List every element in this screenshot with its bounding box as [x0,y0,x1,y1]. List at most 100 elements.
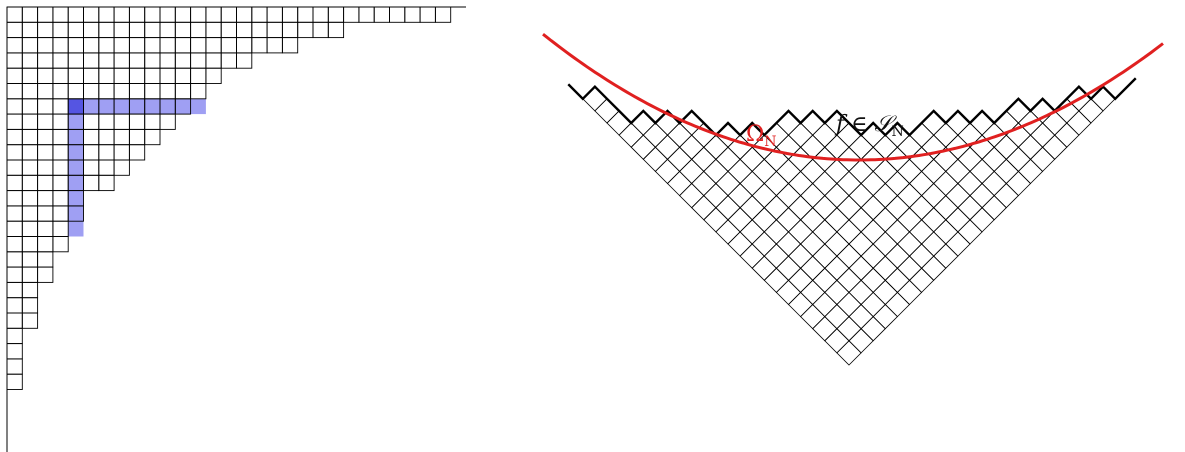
diagram-profile-line [567,77,1137,137]
diagram-cell [251,21,268,39]
rotated-cell [969,182,995,209]
rotated-cell [751,207,777,233]
rotated-cell [848,207,874,233]
diagram-cell [37,266,54,283]
rotated-cell [775,255,802,281]
rotated-cell [824,255,850,281]
diagram-cell [220,52,237,69]
diagram-cell [128,113,146,130]
rotated-cell [860,219,886,245]
diagram-cell [144,52,161,69]
diagram-cell [6,297,23,314]
hook-arm-cell [175,98,191,115]
diagram-cell [281,21,299,39]
rotated-cell [945,231,971,257]
rotated-cell [787,219,814,245]
diagram-cell [83,21,100,39]
rotated-cell [775,110,802,136]
diagram-cell [159,83,176,100]
rotated-cell [872,279,898,306]
diagram-cell [6,281,23,299]
rotated-cell [848,255,874,281]
hook-arm-cell [98,98,115,115]
diagram-cell [113,6,130,23]
rotated-cell [860,267,886,293]
diagram-cell [6,190,23,207]
diagram-cell [52,113,69,130]
diagram-cell [52,220,69,237]
diagram-cell [128,67,146,84]
rotated-cell [715,219,741,245]
diagram-cell [52,190,69,207]
diagram-cell [404,6,421,23]
rotated-cell [969,110,995,136]
rotated-cell [945,207,971,233]
diagram-cell [83,159,100,176]
rotated-cell [836,219,862,245]
rotated-cell [872,182,898,209]
diagram-cell [98,174,115,192]
hook-leg-cell [68,160,84,176]
diagram-cell [98,159,115,176]
diagram-cell [419,6,436,23]
diagram-cell [6,373,23,390]
rotated-cell [957,219,983,245]
rotated-cell [884,219,911,245]
rotated-cell [824,158,850,185]
rotated-cell [933,195,959,221]
diagram-cell [67,21,84,39]
rotated-cell [921,182,947,209]
rotated-cell [739,146,765,172]
rotated-cell [715,195,741,221]
diagram-cell [6,98,23,115]
diagram-cell [113,52,130,69]
diagram-cell [6,266,23,283]
hook-leg-cell [68,190,84,206]
rotated-cell [594,98,620,124]
diagram-cell [236,52,253,69]
rotated-cell [787,195,814,221]
rotated-cell [666,170,693,197]
rotated-cell [908,243,935,269]
diagram-cell [37,159,54,176]
diagram-cell [205,37,222,54]
diagram-cell [37,67,54,84]
rotated-cell [691,146,717,172]
rotated-cell [812,316,838,342]
diagram-cell [297,6,314,23]
diagram-cell [174,98,192,115]
rotated-cell [957,146,983,172]
hook-arm-cell [114,98,130,115]
diagram-cell [21,52,39,69]
rotated-cell [969,158,995,185]
rotated-cell [679,110,705,136]
diagram-cell [21,6,39,23]
diagram-cell [6,21,23,39]
rotated-cell [908,219,935,245]
diagram-cell [297,21,314,39]
diagram-cell [144,6,161,23]
rotated-cell [945,110,971,136]
diagram-cell [67,37,84,54]
rotated-cell [703,182,729,209]
hook-arm-cell [129,98,145,115]
rotated-cell [812,122,838,148]
diagram-cell [128,6,146,23]
rotated-cell [739,195,765,221]
diagram-cell [52,98,69,115]
rotated-cell [933,122,959,148]
diagram-cell [67,205,84,222]
diagram-cell [128,128,146,146]
diagram-cell [6,343,23,360]
limit-shape-label: ΩN [746,122,777,150]
rotated-cell [848,134,874,160]
diagram-cell [21,159,39,176]
diagram-cell [52,37,69,54]
diagram-cell [52,67,69,84]
diagram-cell [113,21,130,39]
rotated-cell [824,279,850,306]
rotated-cell [933,219,959,245]
rotated-cell [824,207,850,233]
diagram-cell [327,6,345,23]
rotated-cell [787,243,814,269]
